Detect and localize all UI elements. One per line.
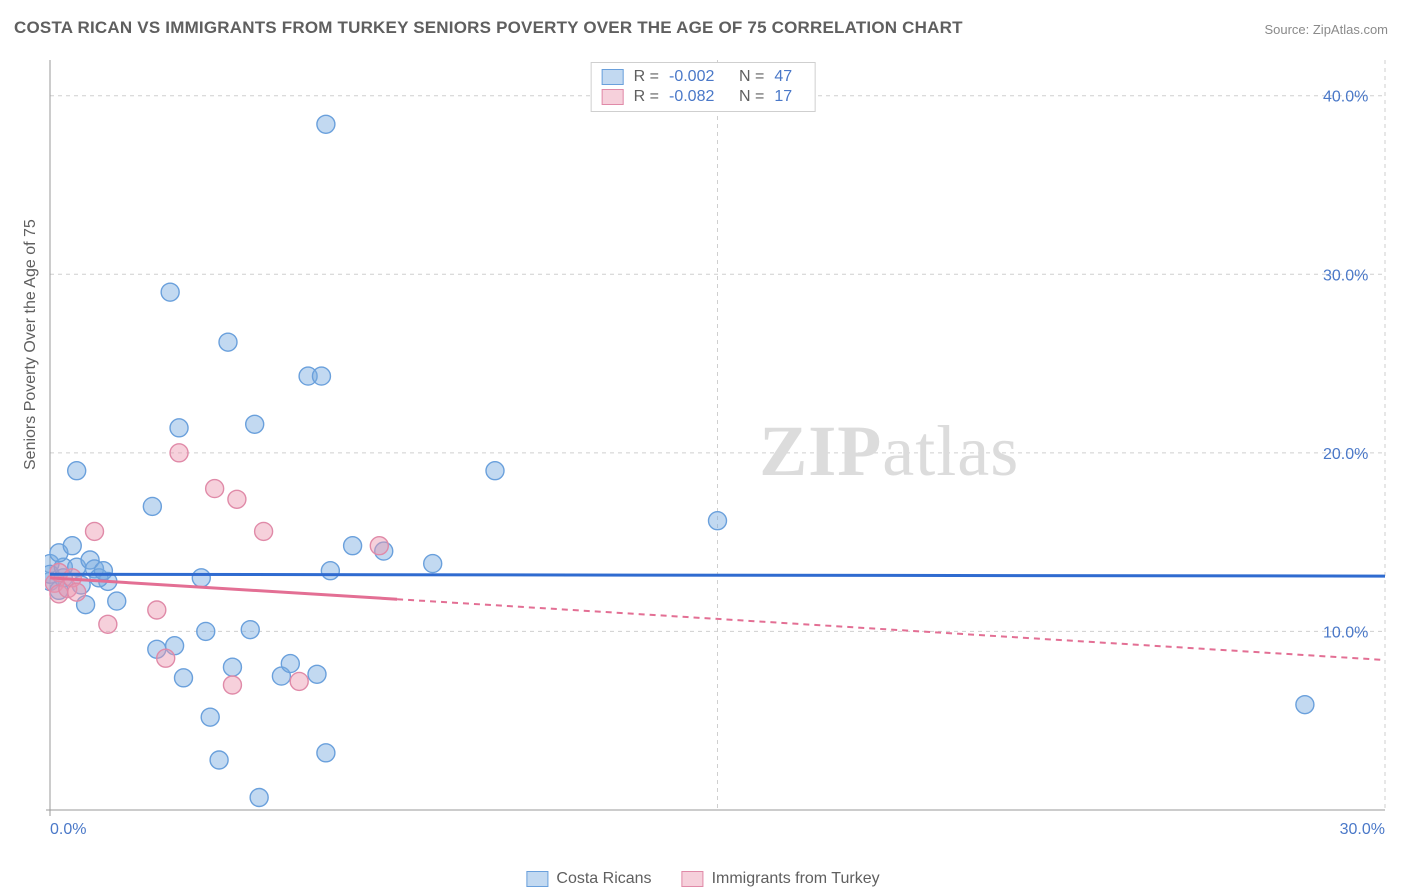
- r-label: R =: [634, 68, 659, 86]
- legend-row-costa-ricans: R = -0.002 N = 47: [602, 67, 805, 87]
- r-label: R =: [634, 88, 659, 106]
- legend-label-costa-ricans: Costa Ricans: [556, 870, 651, 888]
- svg-text:40.0%: 40.0%: [1323, 89, 1368, 106]
- chart-title: COSTA RICAN VS IMMIGRANTS FROM TURKEY SE…: [14, 18, 963, 38]
- svg-text:20.0%: 20.0%: [1323, 446, 1368, 463]
- scatter-chart: 10.0% 20.0% 30.0% 40.0% 0.0% 30.0%: [45, 60, 1390, 840]
- svg-text:0.0%: 0.0%: [50, 821, 86, 838]
- n-label: N =: [739, 68, 764, 86]
- svg-text:10.0%: 10.0%: [1323, 624, 1368, 641]
- watermark: ZIPatlas: [759, 410, 1019, 493]
- legend-label-turkey: Immigrants from Turkey: [712, 870, 880, 888]
- n-value-turkey: 17: [774, 88, 804, 106]
- y-axis-label: Seniors Poverty Over the Age of 75: [22, 219, 40, 470]
- correlation-legend: R = -0.002 N = 47 R = -0.082 N = 17: [591, 62, 816, 112]
- legend-item-costa-ricans: Costa Ricans: [526, 870, 651, 888]
- legend-row-turkey: R = -0.082 N = 17: [602, 87, 805, 107]
- legend-item-turkey: Immigrants from Turkey: [682, 870, 880, 888]
- swatch-blue: [526, 871, 548, 887]
- swatch-pink: [682, 871, 704, 887]
- source-label: Source: ZipAtlas.com: [1264, 22, 1388, 37]
- r-value-turkey: -0.082: [669, 88, 729, 106]
- n-value-costa-ricans: 47: [774, 68, 804, 86]
- swatch-blue: [602, 69, 624, 85]
- swatch-pink: [602, 89, 624, 105]
- n-label: N =: [739, 88, 764, 106]
- svg-text:30.0%: 30.0%: [1323, 267, 1368, 284]
- plot-area: 10.0% 20.0% 30.0% 40.0% 0.0% 30.0%: [45, 60, 1390, 840]
- svg-text:30.0%: 30.0%: [1340, 821, 1385, 838]
- r-value-costa-ricans: -0.002: [669, 68, 729, 86]
- series-legend: Costa Ricans Immigrants from Turkey: [526, 870, 879, 888]
